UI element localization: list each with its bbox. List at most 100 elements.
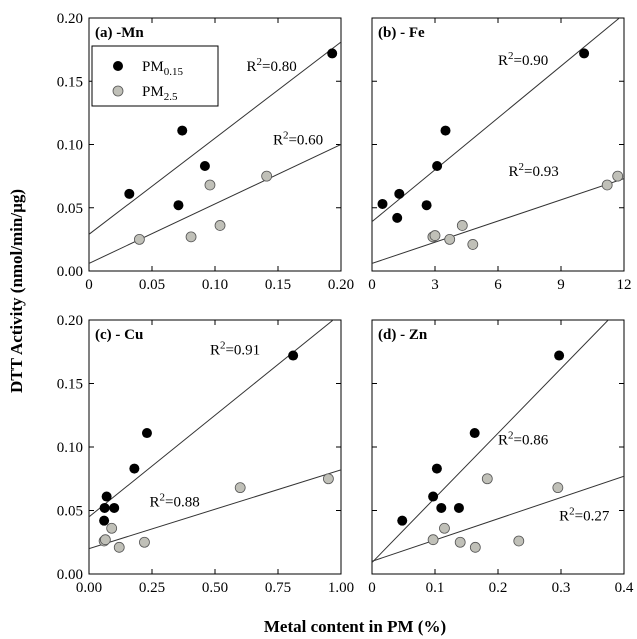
data-point-pm25 xyxy=(261,170,273,182)
x-tick-label: 0 xyxy=(85,277,93,293)
data-point-pm25 xyxy=(429,230,441,241)
panel-title: (a) -Mn xyxy=(95,25,144,41)
panel-title: (c) - Cu xyxy=(95,327,143,343)
panel-d: 0 0.1 0.2 0.3 0.4 (d) - Zn R2=0.86 R2=0.27 xyxy=(368,319,634,596)
data-point-pm25 xyxy=(185,231,197,243)
x-tick-label: 0.25 xyxy=(139,580,165,596)
data-point-pm015 xyxy=(288,350,299,361)
panel-a: 0 0.05 0.10 0.15 0.20 0.00 0.05 0.10 0.15 0.20 (a)… xyxy=(57,11,354,293)
data-point-pm015 xyxy=(392,212,403,223)
y-tick-label: 0.20 xyxy=(57,313,83,329)
data-point-pm25 xyxy=(204,179,216,191)
data-point-pm015 xyxy=(579,48,590,59)
x-tick-label: 3 xyxy=(431,277,439,293)
y-tick-label: 0.10 xyxy=(57,440,83,456)
data-point-pm015 xyxy=(109,502,120,513)
x-tick-label: 0.10 xyxy=(202,277,228,293)
data-point-pm25 xyxy=(322,473,334,485)
r2-label: R2=0.93 xyxy=(509,161,559,180)
data-point-pm25 xyxy=(106,522,118,534)
y-tick-label: 0.05 xyxy=(57,504,83,520)
legend-label-pm015: PM0.15 xyxy=(142,59,183,78)
y-tick-label: 0.05 xyxy=(57,201,83,217)
data-point-pm25 xyxy=(439,522,450,534)
data-point-pm25 xyxy=(214,220,226,231)
data-point-pm015 xyxy=(173,200,184,211)
data-point-pm25 xyxy=(133,233,145,245)
x-tick-label: 0.2 xyxy=(489,580,508,596)
data-point-pm25 xyxy=(99,534,111,546)
data-point-pm015 xyxy=(469,428,480,439)
data-point-pm25 xyxy=(481,473,493,485)
data-point-pm015 xyxy=(177,125,188,136)
data-point-pm25 xyxy=(552,482,564,494)
data-point-pm015 xyxy=(453,502,464,513)
data-point-pm015 xyxy=(432,161,443,172)
data-point-pm015 xyxy=(436,502,447,513)
data-point-pm015 xyxy=(421,200,432,211)
panel-title: (b) - Fe xyxy=(378,25,425,41)
fit-line-pm015 xyxy=(372,18,621,223)
data-point-pm015 xyxy=(327,48,338,59)
y-tick-label: 0.15 xyxy=(57,74,83,90)
x-tick-label: 0.3 xyxy=(552,580,571,596)
panel-b: 0 3 6 9 12 (b) - Fe R2=0.90 R2=0.93 xyxy=(368,17,632,293)
data-point-pm25 xyxy=(234,482,246,494)
data-point-pm015 xyxy=(99,502,110,513)
data-point-pm015 xyxy=(101,491,112,502)
fit-line-pm25 xyxy=(372,475,624,562)
r2-label: R2=0.90 xyxy=(498,50,548,69)
data-point-pm015 xyxy=(440,125,451,136)
fit-line-pm015 xyxy=(89,320,334,518)
x-tick-label: 0 xyxy=(368,580,376,596)
y-tick-label: 0.20 xyxy=(57,11,83,27)
y-tick-label: 0.10 xyxy=(57,138,83,154)
legend-label-pm25: PM2.5 xyxy=(142,84,178,103)
x-tick-label: 0.50 xyxy=(202,580,228,596)
data-point-pm015 xyxy=(394,188,405,199)
x-tick-label: 1.00 xyxy=(328,580,354,596)
data-point-pm25 xyxy=(139,536,150,548)
data-point-pm015 xyxy=(428,491,439,502)
data-point-pm015 xyxy=(124,188,135,199)
data-point-pm015 xyxy=(129,463,140,474)
x-tick-label: 12 xyxy=(617,277,632,293)
r2-label: R2=0.91 xyxy=(210,339,260,358)
data-point-pm015 xyxy=(141,428,152,439)
legend-marker-pm015 xyxy=(113,61,123,71)
fit-line-pm25 xyxy=(89,144,341,264)
x-tick-label: 6 xyxy=(494,277,502,293)
x-tick-label: 9 xyxy=(557,277,565,293)
x-axis-title: Metal content in PM (%) xyxy=(264,617,446,636)
x-tick-label: 0.4 xyxy=(615,580,634,596)
data-point-pm015 xyxy=(397,515,408,526)
x-tick-label: 0.20 xyxy=(328,277,354,293)
x-tick-label: 0.75 xyxy=(265,580,291,596)
data-point-pm25 xyxy=(444,233,456,245)
x-tick-label: 0 xyxy=(368,277,376,293)
y-tick-label: 0.00 xyxy=(57,567,83,583)
data-point-pm25 xyxy=(113,541,125,553)
panels-group: 0 0.05 0.10 0.15 0.200.000.050.100.150.20(a)… xyxy=(57,11,634,596)
x-tick-label: 0.05 xyxy=(139,277,165,293)
x-tick-label: 0.1 xyxy=(426,580,445,596)
y-tick-label: 0.15 xyxy=(57,377,83,393)
data-point-pm25 xyxy=(612,170,624,182)
data-point-pm25 xyxy=(513,535,525,547)
data-point-pm25 xyxy=(454,536,466,548)
r2-label: R2=0.60 xyxy=(273,130,323,149)
panel-c: 0.00 0.25 0.50 0.75 1.00 0.00 0.05 0.10 0.15 0.20… xyxy=(57,313,354,596)
data-point-pm25 xyxy=(456,220,468,231)
fit-line-pm015 xyxy=(372,320,609,563)
legend-marker-pm25 xyxy=(112,85,124,97)
data-point-pm015 xyxy=(199,161,210,172)
fit-line-pm25 xyxy=(372,178,624,264)
r2-label: R2=0.88 xyxy=(149,492,199,511)
data-point-pm015 xyxy=(99,515,110,526)
legend: PM0.15 PM2.5 xyxy=(91,45,219,107)
y-axis-title: DTT Activity (nmol/min/µg) xyxy=(7,189,26,393)
data-point-pm25 xyxy=(469,541,481,553)
r2-label: R2=0.27 xyxy=(559,506,610,525)
data-point-pm25 xyxy=(427,534,439,546)
